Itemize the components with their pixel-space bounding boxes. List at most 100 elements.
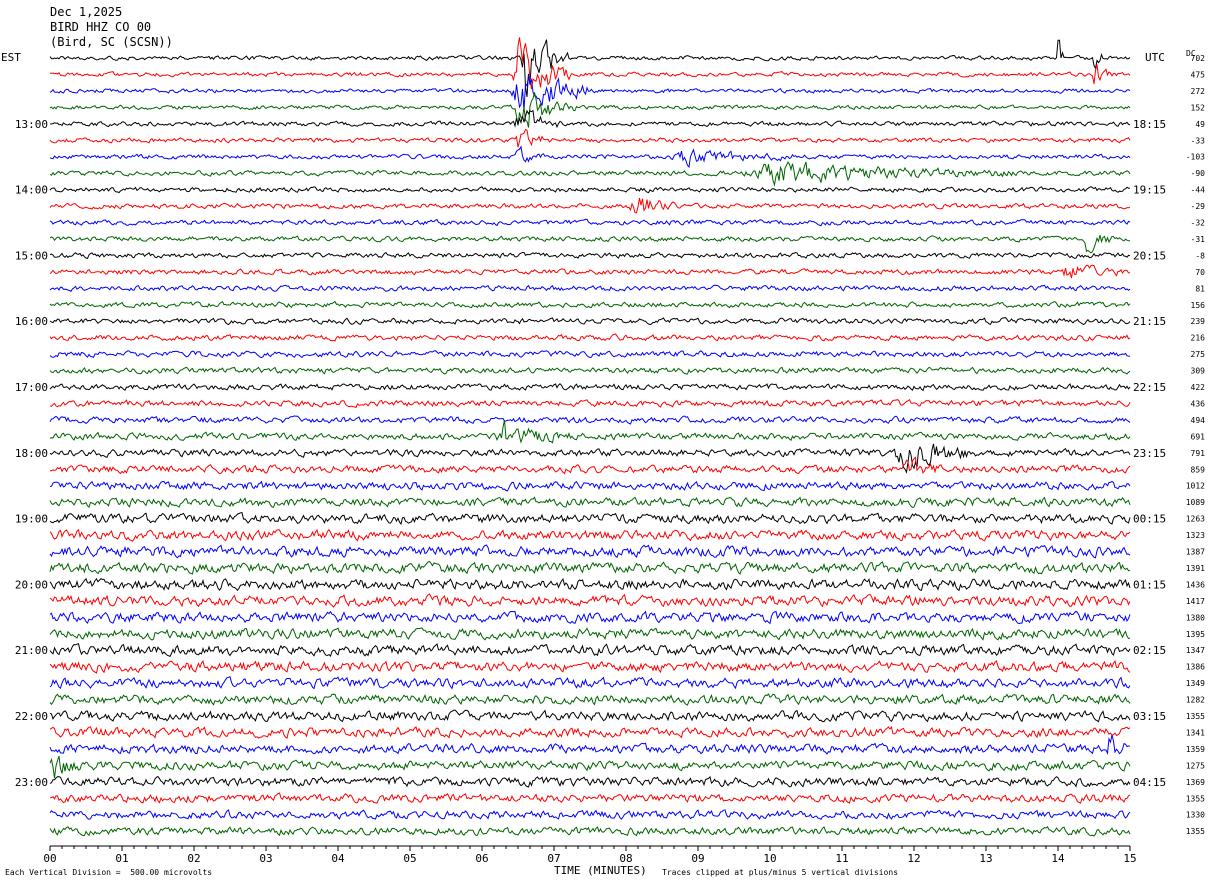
left-time-label: 16:00 bbox=[15, 315, 48, 328]
header-channel: BIRD HHZ CO 00 bbox=[50, 20, 152, 34]
x-tick-label: 14 bbox=[1051, 852, 1065, 865]
x-axis: 00 01 02 03 04 05 06 07 08 09 10 11 12 13 14 15 bbox=[43, 845, 1137, 865]
dc-offset-label: 475 bbox=[1191, 71, 1206, 80]
dc-offset-label: 1355 bbox=[1186, 794, 1205, 803]
trace-line bbox=[49, 775, 1131, 788]
dc-offset-label: 239 bbox=[1191, 317, 1206, 326]
left-timezone: EST bbox=[1, 51, 21, 64]
dc-offset-label: 791 bbox=[1191, 449, 1206, 458]
trace-line bbox=[49, 734, 1131, 755]
trace-line bbox=[49, 415, 1131, 425]
right-time-label: 22:15 bbox=[1133, 381, 1166, 394]
trace-line bbox=[49, 75, 1131, 111]
trace-line bbox=[49, 560, 1131, 575]
trace-line bbox=[49, 809, 1131, 821]
trace-line bbox=[49, 419, 1131, 444]
left-time-label: 15:00 bbox=[15, 249, 48, 262]
right-time-label: 02:15 bbox=[1133, 644, 1166, 657]
x-tick-label: 01 bbox=[115, 852, 128, 865]
dc-offset-label: 1275 bbox=[1186, 761, 1205, 770]
dc-offset-label: 691 bbox=[1191, 432, 1206, 441]
left-time-label: 19:00 bbox=[15, 513, 48, 526]
right-time-label: 03:15 bbox=[1133, 710, 1166, 723]
trace-line bbox=[49, 443, 1131, 474]
x-tick-label: 06 bbox=[475, 852, 488, 865]
dc-offset-label: 1359 bbox=[1186, 745, 1205, 754]
trace-line bbox=[49, 398, 1131, 409]
right-time-label: 23:15 bbox=[1133, 447, 1166, 460]
trace-line bbox=[49, 39, 1131, 97]
dc-offset-label: 309 bbox=[1191, 367, 1206, 376]
right-time-label: 20:15 bbox=[1133, 249, 1166, 262]
trace-line bbox=[50, 456, 1131, 475]
trace-line bbox=[49, 251, 1131, 259]
x-tick-label: 08 bbox=[619, 852, 632, 865]
left-time-label: 17:00 bbox=[15, 381, 48, 394]
trace-line bbox=[49, 627, 1131, 641]
dc-offset-label: -44 bbox=[1191, 186, 1206, 195]
x-tick-label: 07 bbox=[547, 852, 560, 865]
dc-header: DC bbox=[1186, 49, 1196, 58]
x-tick-label: 05 bbox=[403, 852, 416, 865]
dc-offset-label: 1323 bbox=[1186, 531, 1205, 540]
dc-offset-label: 272 bbox=[1191, 87, 1206, 96]
trace-line bbox=[49, 726, 1131, 740]
trace-line bbox=[49, 350, 1131, 359]
trace-line bbox=[49, 186, 1131, 194]
trace-line bbox=[49, 333, 1131, 342]
trace-line bbox=[49, 826, 1131, 837]
left-time-label: 14:00 bbox=[15, 184, 48, 197]
trace-line bbox=[49, 577, 1131, 592]
trace-line bbox=[49, 234, 1131, 254]
right-time-label: 04:15 bbox=[1133, 776, 1166, 789]
trace-line bbox=[49, 792, 1131, 804]
dc-offset-label: 859 bbox=[1191, 465, 1206, 474]
trace-line bbox=[49, 128, 1131, 148]
trace-line bbox=[49, 218, 1131, 227]
trace-line bbox=[49, 643, 1131, 658]
dc-offset-label: -33 bbox=[1191, 136, 1206, 145]
dc-offset-label: 1341 bbox=[1186, 728, 1205, 737]
right-timezone: UTC bbox=[1145, 51, 1165, 64]
dc-offset-label: 81 bbox=[1195, 284, 1205, 293]
dc-offset-label: 422 bbox=[1191, 383, 1206, 392]
dc-offset-label: -8 bbox=[1195, 251, 1205, 260]
dc-offset-label: 1380 bbox=[1186, 613, 1205, 622]
x-tick-label: 11 bbox=[835, 852, 848, 865]
dc-offset-label: 702 bbox=[1191, 54, 1206, 63]
trace-line bbox=[49, 197, 1131, 214]
dc-offset-labels: 702 475 272 152 49 -33 -103 -90 -44 -29 -32 -31 -8 70… bbox=[1186, 54, 1205, 836]
right-time-label: 19:15 bbox=[1133, 184, 1166, 197]
trace-line bbox=[49, 709, 1131, 723]
footer-clip-note: Traces clipped at plus/minus 5 vertical … bbox=[662, 868, 899, 877]
dc-offset-label: 1387 bbox=[1186, 548, 1205, 557]
trace-line bbox=[49, 676, 1131, 690]
left-time-label: 23:00 bbox=[15, 776, 48, 789]
right-time-labels: 18:15 19:15 20:15 21:15 22:15 23:15 00:15 01:15… bbox=[1133, 118, 1166, 789]
right-time-label: 01:15 bbox=[1133, 578, 1166, 591]
dc-offset-label: -32 bbox=[1191, 219, 1206, 228]
trace-line bbox=[49, 109, 1131, 129]
right-time-label: 21:15 bbox=[1133, 315, 1166, 328]
dc-offset-label: 70 bbox=[1195, 268, 1205, 277]
trace-line bbox=[49, 693, 1131, 706]
x-tick-label: 09 bbox=[691, 852, 704, 865]
trace-line bbox=[50, 37, 1131, 90]
trace-line bbox=[49, 300, 1131, 309]
trace-line bbox=[49, 383, 1131, 392]
trace-line bbox=[49, 317, 1131, 326]
dc-offset-label: 1282 bbox=[1186, 696, 1205, 705]
x-tick-label: 10 bbox=[763, 852, 776, 865]
trace-line bbox=[49, 544, 1131, 559]
dc-offset-label: 1391 bbox=[1186, 564, 1205, 573]
dc-offset-label: -31 bbox=[1191, 235, 1206, 244]
dc-offset-label: 275 bbox=[1191, 350, 1206, 359]
x-tick-label: 00 bbox=[43, 852, 56, 865]
dc-offset-label: 1369 bbox=[1186, 778, 1205, 787]
dc-offset-label: 1347 bbox=[1186, 646, 1205, 655]
x-tick-label: 12 bbox=[907, 852, 920, 865]
left-time-label: 20:00 bbox=[15, 578, 48, 591]
dc-offset-label: 1417 bbox=[1186, 597, 1205, 606]
x-tick-label: 04 bbox=[331, 852, 345, 865]
